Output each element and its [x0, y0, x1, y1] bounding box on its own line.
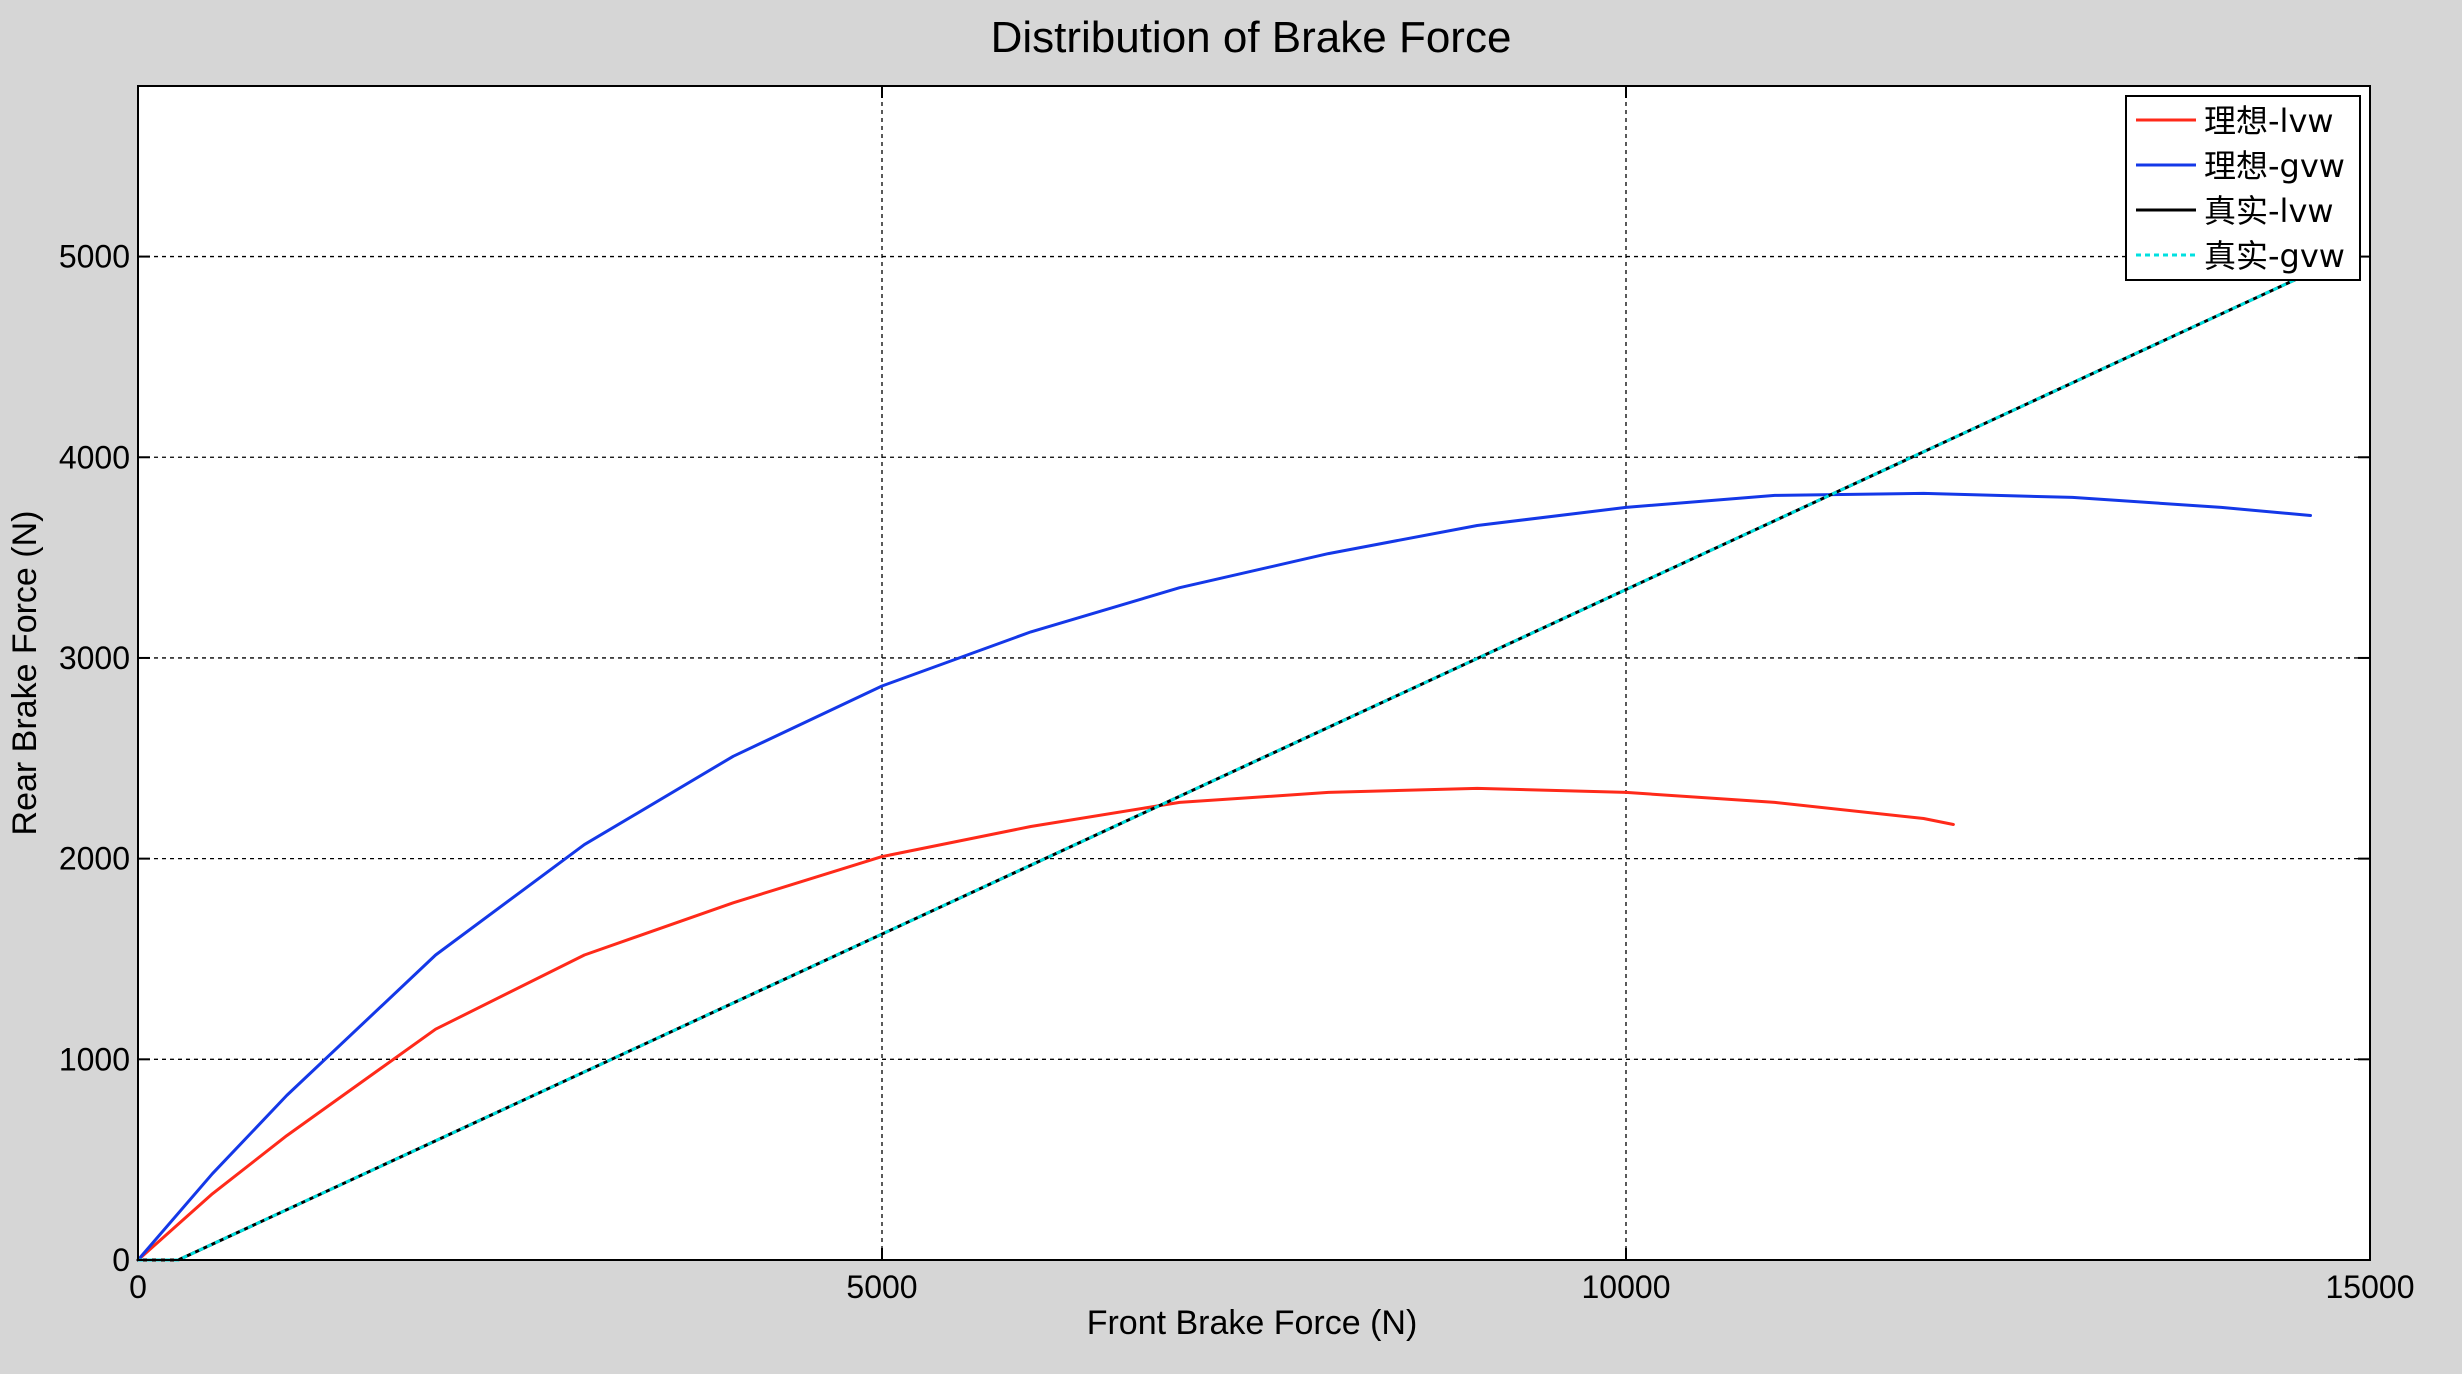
legend-label: 理想-lvw — [2204, 102, 2334, 140]
legend-box — [2125, 95, 2361, 281]
x-tick-label: 10000 — [1582, 1269, 1671, 1305]
y-tick-label: 3000 — [59, 640, 130, 676]
y-axis-label: Rear Brake Force (N) — [6, 511, 44, 836]
y-tick-label: 2000 — [59, 841, 130, 877]
axis-ticks: 0 5000 10000 15000 0 1000 2000 3000 4000 5000 — [59, 86, 2415, 1305]
y-tick-label: 5000 — [59, 239, 130, 275]
x-axis-label: Front Brake Force (N) — [1087, 1304, 1418, 1342]
y-tick-label: 1000 — [59, 1041, 130, 1077]
legend-label: 真实-lvw — [2204, 192, 2334, 230]
series-line-1 — [136, 786, 1955, 1262]
legend-label: 理想-gvw — [2204, 147, 2345, 185]
series-line-2 — [136, 491, 2312, 1262]
y-tick-label: 4000 — [59, 439, 130, 475]
plot-area — [138, 86, 2370, 1260]
chart-title: Distribution of Brake Force — [991, 13, 1512, 62]
grid-lines — [138, 86, 2370, 1260]
legend: 理想-lvw 理想-gvw 真实-lvw 真实-gvw — [2125, 95, 2361, 281]
plot-frame — [137, 85, 2371, 1261]
x-tick-label: 15000 — [2326, 1269, 2415, 1305]
legend-label: 真实-gvw — [2204, 237, 2345, 275]
x-tick-label: 5000 — [846, 1269, 917, 1305]
y-tick-label: 0 — [112, 1242, 130, 1278]
x-tick-label: 0 — [129, 1269, 147, 1305]
